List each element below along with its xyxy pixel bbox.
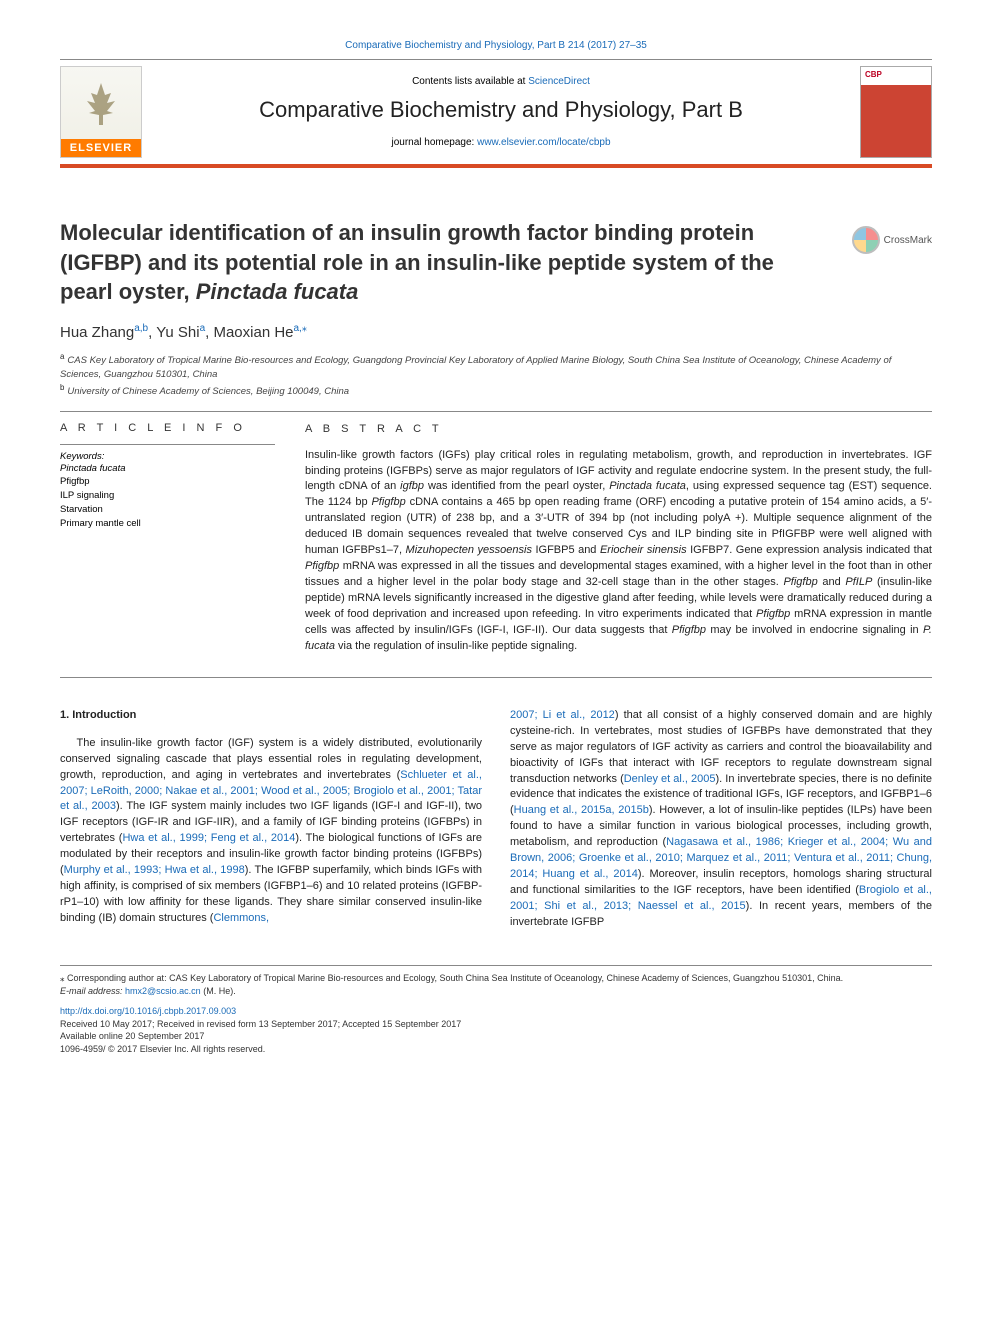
crossmark-badge[interactable]: CrossMark	[852, 226, 932, 254]
online-line: Available online 20 September 2017	[60, 1030, 932, 1043]
intro-para-1-cont: 2007; Li et al., 2012) that all consist …	[510, 708, 932, 931]
article-info: A R T I C L E I N F O Keywords: Pinctada…	[60, 422, 275, 655]
citation-link[interactable]: Murphy et al., 1993; Hwa et al., 1998	[64, 864, 245, 876]
affiliations: aCAS Key Laboratory of Tropical Marine B…	[60, 351, 932, 399]
citation-link[interactable]: Nagasawa et al., 1986; Krieger et al., 2…	[510, 836, 932, 880]
section-1-title: 1. Introduction	[60, 708, 482, 724]
elsevier-logo: ELSEVIER	[60, 66, 142, 158]
footnotes: ⁎ Corresponding author at: CAS Key Labor…	[60, 965, 932, 1056]
contents-line: Contents lists available at ScienceDirec…	[154, 76, 848, 87]
contents-prefix: Contents lists available at	[412, 76, 528, 87]
body-columns: 1. Introduction The insulin-like growth …	[60, 708, 932, 931]
cover-label: CBP	[863, 69, 884, 80]
homepage-line: journal homepage: www.elsevier.com/locat…	[154, 137, 848, 148]
abstract-heading: A B S T R A C T	[305, 422, 932, 438]
email-suffix: (M. He).	[201, 986, 236, 996]
authors: Hua Zhanga,b, Yu Shia, Maoxian Hea,⁎	[60, 323, 932, 341]
title-block: CrossMark Molecular identification of an…	[60, 218, 932, 307]
keywords-label: Keywords:	[60, 451, 275, 462]
elsevier-tree-icon	[81, 67, 121, 139]
corresponding-author: ⁎ Corresponding author at: CAS Key Labor…	[60, 972, 932, 985]
banner-center: Contents lists available at ScienceDirec…	[154, 76, 848, 148]
citation-link[interactable]: Hwa et al., 1999; Feng et al., 2014	[122, 832, 295, 844]
journal-name: Comparative Biochemistry and Physiology,…	[154, 97, 848, 123]
citation-link[interactable]: Brogiolo et al., 2001; Shi et al., 2013;…	[510, 884, 932, 912]
email-link[interactable]: hmx2@scsio.ac.cn	[125, 986, 201, 996]
doi-link[interactable]: http://dx.doi.org/10.1016/j.cbpb.2017.09…	[60, 1005, 932, 1018]
email-label: E-mail address:	[60, 986, 125, 996]
citation-link[interactable]: Huang et al., 2015a, 2015b	[514, 804, 649, 816]
citation-link[interactable]: Schlueter et al., 2007; LeRoith, 2000; N…	[60, 769, 482, 813]
journal-banner: ELSEVIER Contents lists available at Sci…	[60, 59, 932, 168]
abstract: A B S T R A C T Insulin-like growth fact…	[305, 422, 932, 655]
article-title: Molecular identification of an insulin g…	[60, 218, 932, 307]
publisher-label: ELSEVIER	[61, 139, 141, 157]
citation-link[interactable]: Denley et al., 2005	[624, 773, 716, 785]
running-head: Comparative Biochemistry and Physiology,…	[60, 40, 932, 51]
intro-para-1: The insulin-like growth factor (IGF) sys…	[60, 736, 482, 927]
abstract-text: Insulin-like growth factors (IGFs) play …	[305, 448, 932, 655]
citation-link[interactable]: Clemmons,	[213, 912, 269, 924]
homepage-prefix: journal homepage:	[391, 137, 477, 148]
sciencedirect-link[interactable]: ScienceDirect	[528, 76, 590, 87]
article-info-heading: A R T I C L E I N F O	[60, 422, 275, 434]
citation-link[interactable]: 2007; Li et al., 2012	[510, 709, 615, 721]
info-abstract-row: A R T I C L E I N F O Keywords: Pinctada…	[60, 411, 932, 678]
journal-cover-thumb: CBP	[860, 66, 932, 158]
column-right: 2007; Li et al., 2012) that all consist …	[510, 708, 932, 931]
copyright-line: 1096-4959/ © 2017 Elsevier Inc. All righ…	[60, 1043, 932, 1056]
crossmark-label: CrossMark	[884, 235, 932, 246]
email-line: E-mail address: hmx2@scsio.ac.cn (M. He)…	[60, 985, 932, 998]
keywords-list: Pinctada fucataPfigfbpILP signalingStarv…	[60, 462, 275, 531]
crossmark-icon	[852, 226, 880, 254]
divider	[60, 444, 275, 445]
column-left: 1. Introduction The insulin-like growth …	[60, 708, 482, 931]
received-line: Received 10 May 2017; Received in revise…	[60, 1018, 932, 1031]
homepage-link[interactable]: www.elsevier.com/locate/cbpb	[477, 137, 610, 148]
